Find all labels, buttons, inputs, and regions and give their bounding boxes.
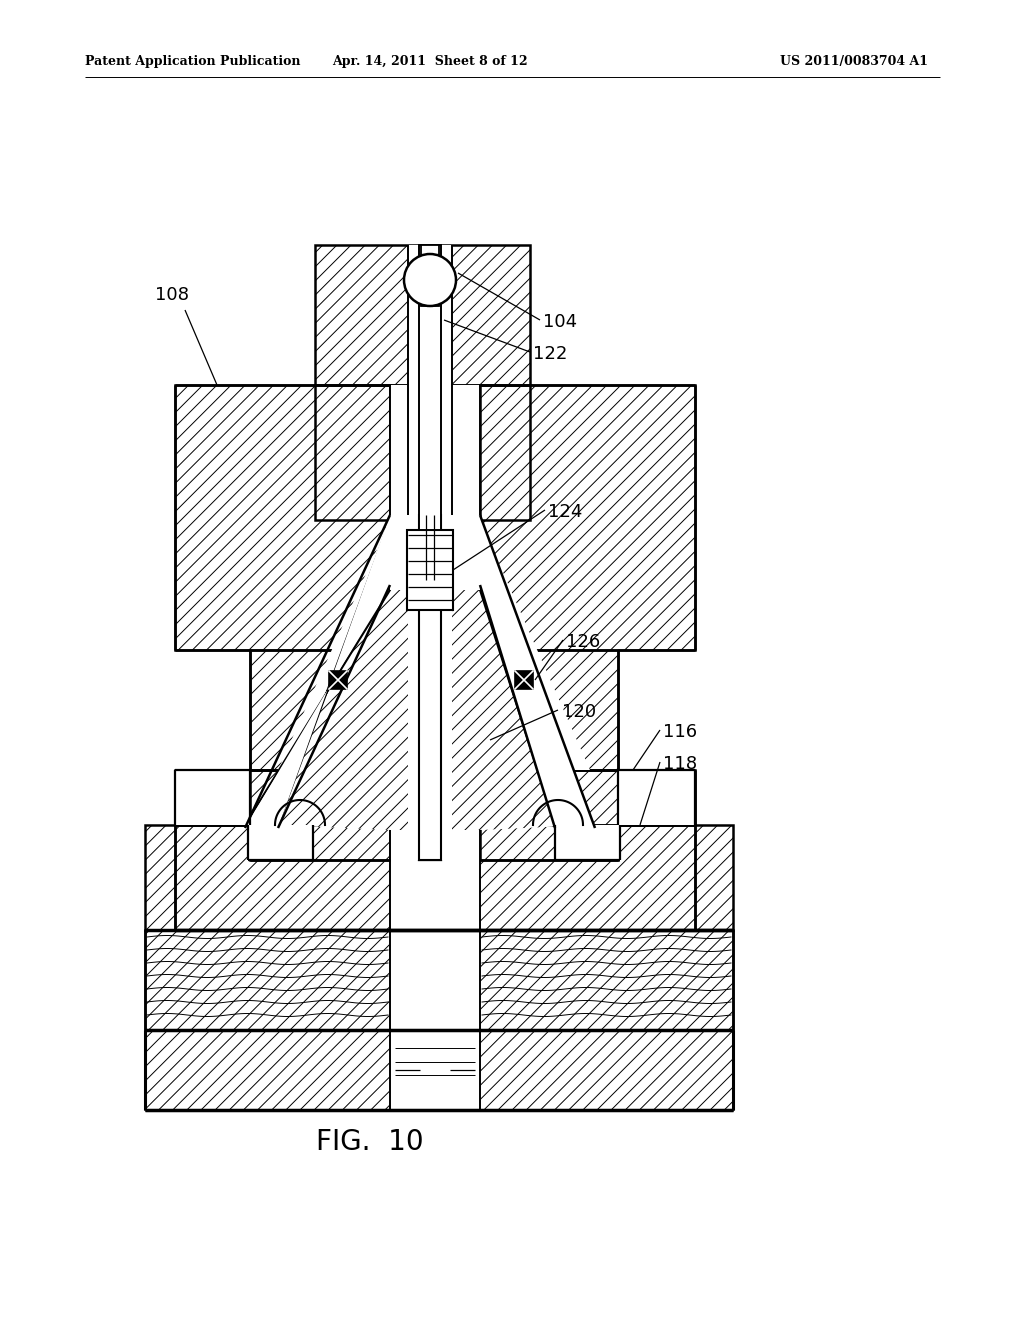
Polygon shape	[145, 1030, 733, 1110]
Text: 120: 120	[562, 704, 596, 721]
Polygon shape	[329, 671, 347, 689]
Polygon shape	[278, 520, 408, 830]
Polygon shape	[145, 931, 733, 1030]
Polygon shape	[315, 385, 530, 520]
Polygon shape	[390, 385, 480, 649]
Polygon shape	[250, 770, 390, 861]
Text: 104: 104	[543, 313, 578, 331]
Polygon shape	[175, 770, 250, 825]
Text: 118: 118	[663, 755, 697, 774]
Polygon shape	[419, 246, 441, 531]
Polygon shape	[145, 825, 733, 931]
Polygon shape	[175, 770, 695, 825]
Text: Apr. 14, 2011  Sheet 8 of 12: Apr. 14, 2011 Sheet 8 of 12	[332, 55, 527, 69]
Text: 116: 116	[663, 723, 697, 741]
Polygon shape	[480, 520, 590, 825]
Polygon shape	[278, 520, 590, 830]
Polygon shape	[248, 825, 313, 861]
Polygon shape	[408, 531, 452, 610]
Polygon shape	[515, 671, 534, 689]
Text: 126: 126	[566, 634, 600, 651]
Polygon shape	[421, 246, 439, 306]
Polygon shape	[390, 931, 480, 1030]
Polygon shape	[618, 770, 695, 825]
Polygon shape	[390, 770, 480, 825]
Polygon shape	[390, 520, 419, 590]
Polygon shape	[390, 649, 480, 770]
Polygon shape	[245, 515, 595, 861]
Polygon shape	[419, 515, 441, 861]
Polygon shape	[555, 825, 620, 861]
Polygon shape	[245, 520, 390, 825]
Polygon shape	[480, 385, 695, 649]
Polygon shape	[315, 246, 530, 385]
Polygon shape	[480, 649, 618, 770]
Polygon shape	[452, 520, 590, 830]
Polygon shape	[419, 520, 441, 861]
Polygon shape	[175, 385, 390, 649]
Text: Patent Application Publication: Patent Application Publication	[85, 55, 300, 69]
Text: 122: 122	[534, 345, 567, 363]
Polygon shape	[408, 385, 452, 520]
Text: 124: 124	[548, 503, 583, 521]
Polygon shape	[390, 1030, 480, 1110]
Polygon shape	[390, 825, 480, 931]
Polygon shape	[480, 770, 618, 861]
Polygon shape	[441, 520, 480, 590]
Text: US 2011/0083704 A1: US 2011/0083704 A1	[780, 55, 928, 69]
Text: FIG.  10: FIG. 10	[316, 1129, 424, 1156]
Polygon shape	[408, 246, 452, 385]
Polygon shape	[407, 531, 453, 610]
Text: 108: 108	[155, 286, 189, 304]
Polygon shape	[250, 649, 390, 770]
Circle shape	[404, 253, 456, 306]
